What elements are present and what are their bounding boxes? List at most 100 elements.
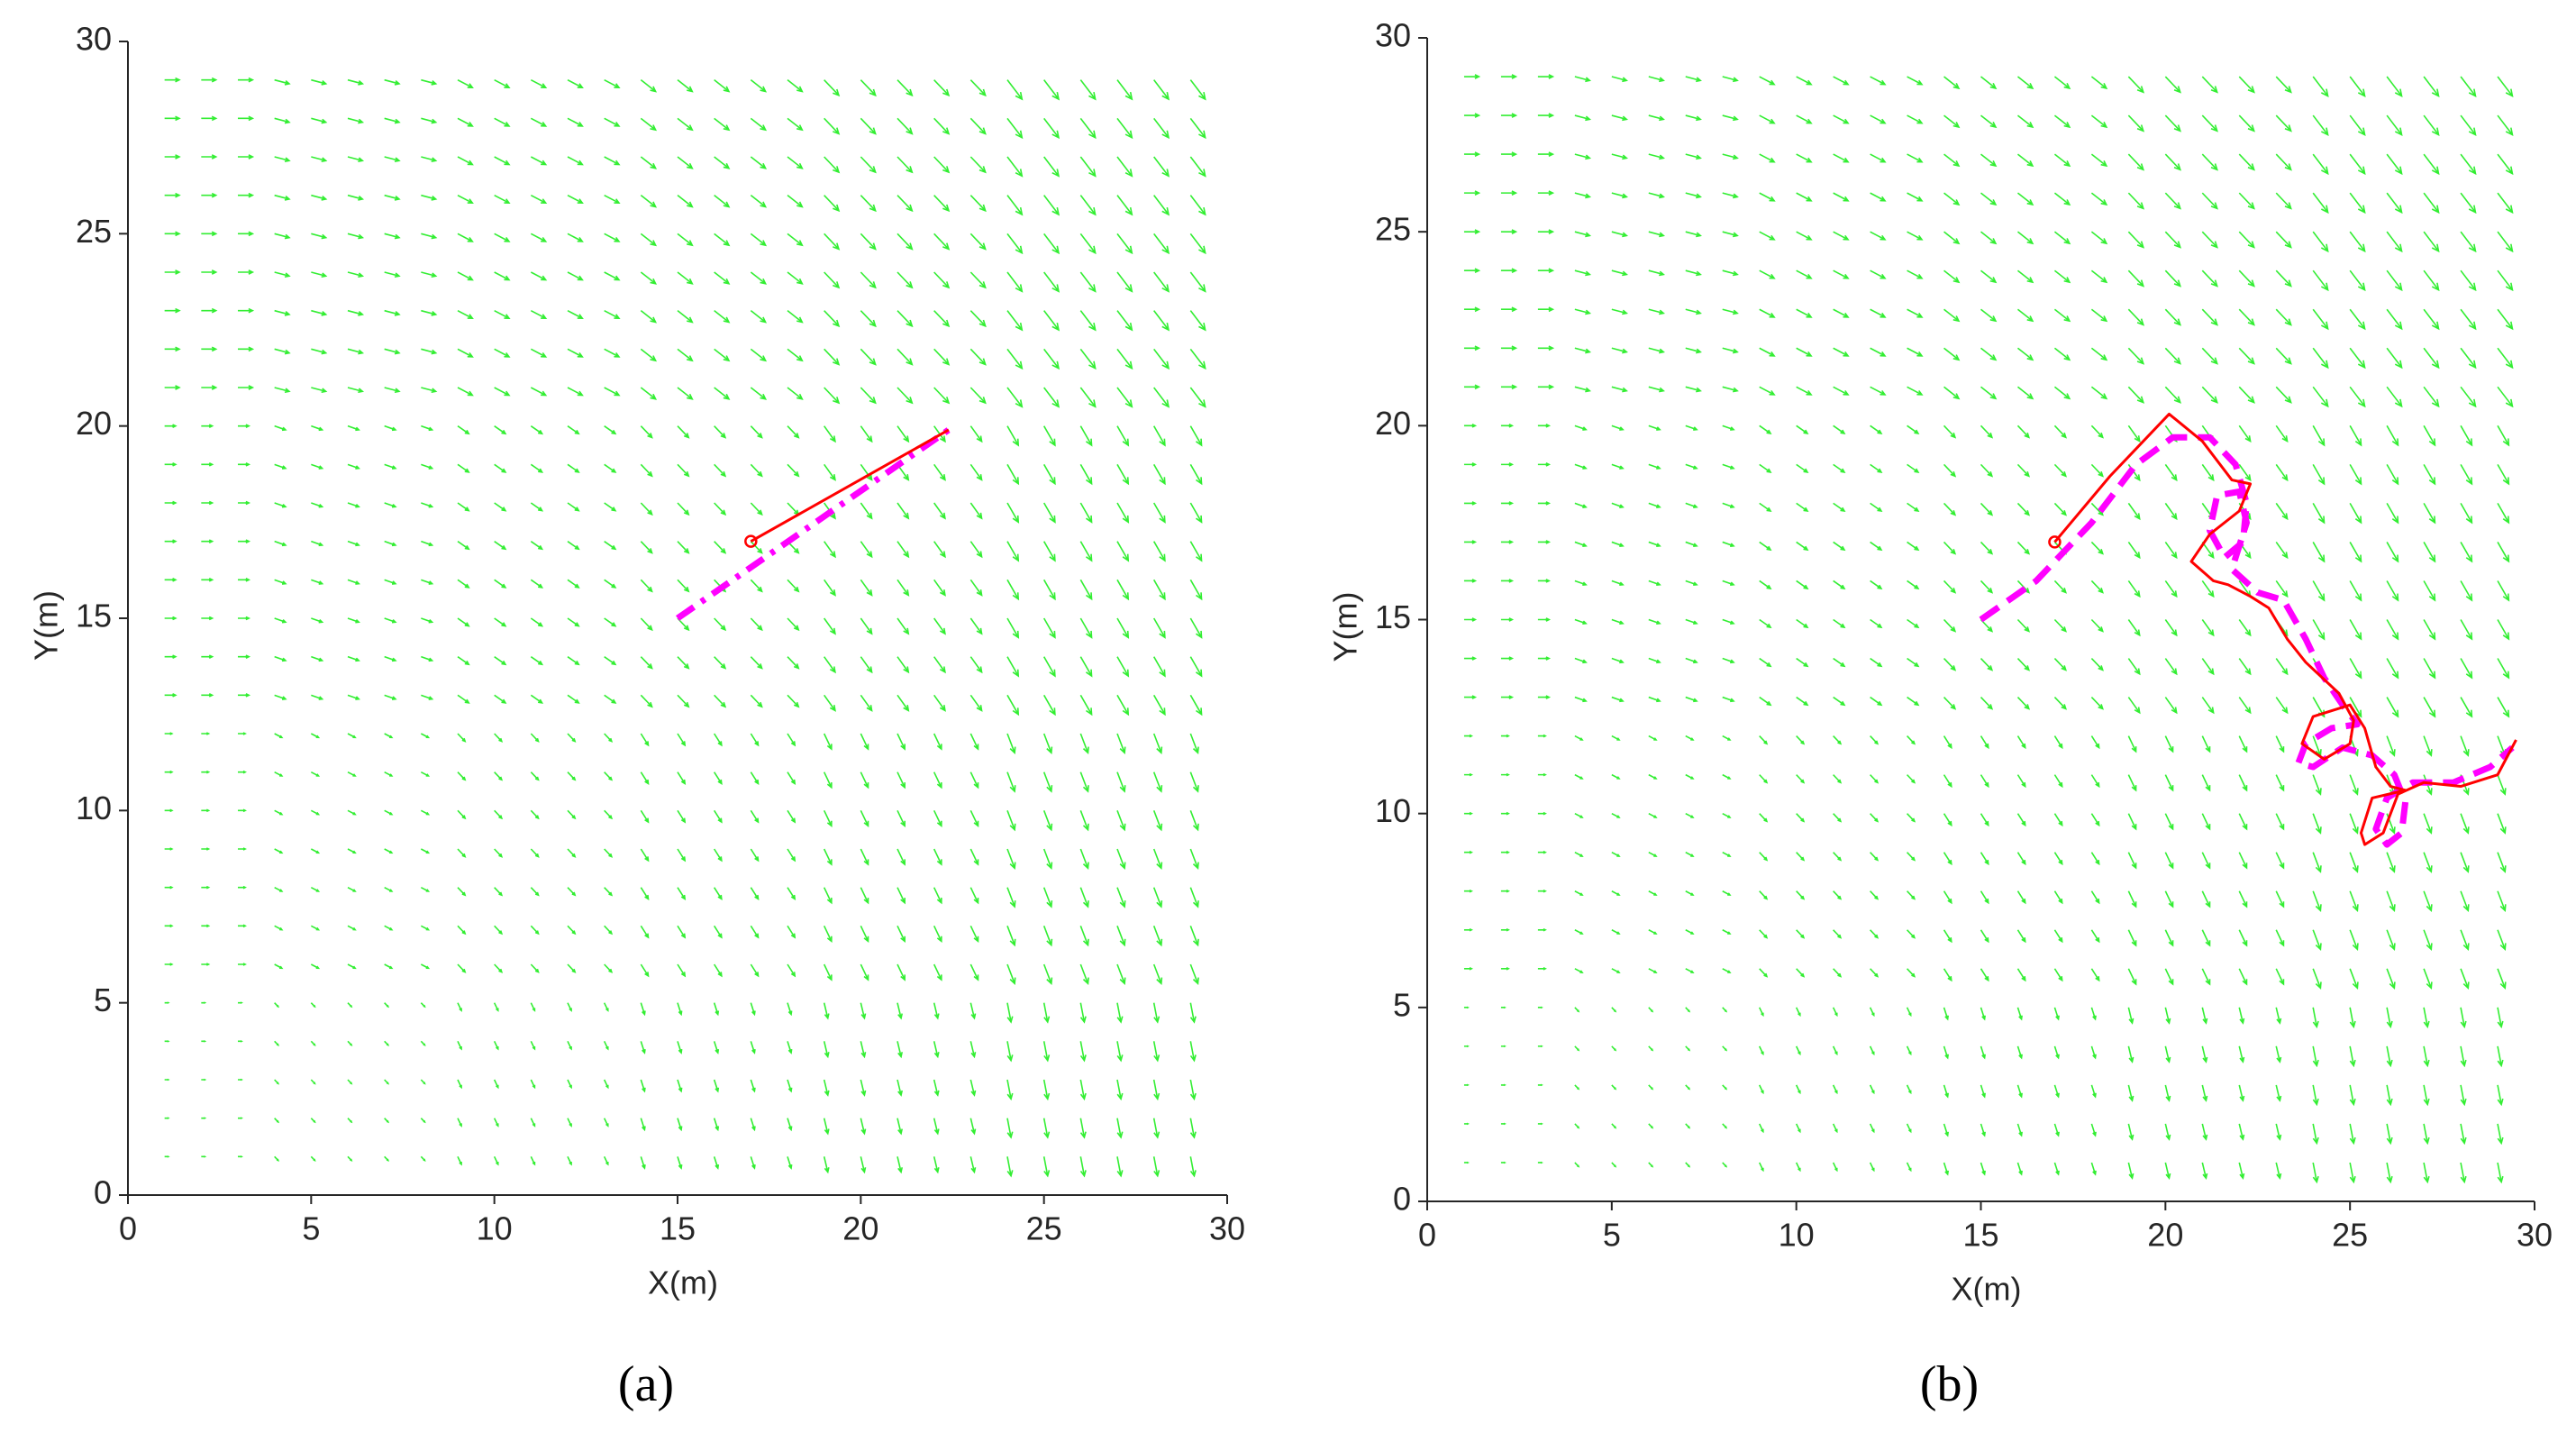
field-arrow <box>1079 117 1097 140</box>
field-arrow <box>1042 1156 1051 1178</box>
field-arrow <box>1870 541 1883 552</box>
field-arrow <box>2201 619 2215 637</box>
field-arrow <box>1042 502 1056 524</box>
field-arrow <box>897 1156 903 1174</box>
field-arrow <box>530 617 544 627</box>
field-arrow <box>1906 852 1916 862</box>
field-arrow <box>860 233 877 251</box>
field-arrow <box>2497 1123 2504 1145</box>
field-arrow <box>1833 929 1843 939</box>
field-arrow <box>311 348 328 355</box>
field-arrow <box>1463 617 1478 622</box>
field-arrow <box>2090 269 2108 284</box>
field-arrow <box>1611 657 1625 664</box>
field-arrow <box>1795 1123 1801 1134</box>
field-arrow <box>2275 76 2292 94</box>
field-arrow <box>640 387 658 400</box>
field-arrow <box>1537 1006 1543 1009</box>
field-arrow <box>457 78 474 89</box>
field-arrow <box>2275 463 2289 482</box>
field-arrow <box>2460 269 2477 292</box>
field-arrow <box>969 117 987 135</box>
field-arrow <box>2349 269 2366 292</box>
field-arrow <box>2497 658 2510 680</box>
field-arrow <box>2201 386 2218 404</box>
field-arrow <box>2053 657 2067 671</box>
field-arrow <box>567 809 577 820</box>
field-arrow <box>1463 695 1478 699</box>
field-arrow <box>347 194 365 201</box>
field-arrow <box>933 195 951 213</box>
field-arrow <box>421 655 434 662</box>
field-arrow <box>1152 733 1163 755</box>
field-arrow <box>238 732 247 735</box>
field-arrow <box>1611 1007 1617 1013</box>
field-arrow <box>2053 890 2063 905</box>
field-arrow <box>1574 463 1588 470</box>
field-arrow <box>311 424 324 432</box>
field-arrow <box>969 656 983 674</box>
field-arrow <box>1152 848 1163 871</box>
field-arrow <box>1759 192 1776 202</box>
field-arrow <box>530 887 540 897</box>
field-arrow <box>384 771 394 777</box>
field-arrow <box>823 733 833 751</box>
field-arrow <box>714 387 731 400</box>
field-arrow <box>1759 735 1769 745</box>
field-arrow <box>384 963 394 970</box>
field-arrow <box>1943 813 1952 827</box>
field-arrow <box>1463 850 1473 854</box>
field-arrow <box>2164 308 2181 326</box>
field-arrow <box>2127 502 2141 521</box>
field-arrow <box>274 1002 280 1009</box>
field-arrow <box>2312 929 2322 951</box>
field-arrow <box>1722 463 1735 470</box>
field-arrow <box>823 1156 830 1174</box>
field-arrow <box>1759 76 1776 86</box>
field-arrow <box>201 654 214 659</box>
field-arrow <box>238 616 251 621</box>
field-arrow <box>2053 1123 2060 1137</box>
field-arrow <box>2016 541 2031 555</box>
field-arrow <box>421 579 434 585</box>
field-arrow <box>2275 1007 2282 1025</box>
field-arrow <box>2386 1084 2393 1107</box>
field-arrow <box>1943 1162 1950 1176</box>
field-arrow <box>1116 348 1133 370</box>
field-arrow <box>2016 231 2034 245</box>
field-arrow <box>2201 1084 2208 1102</box>
field-arrow <box>2423 308 2440 331</box>
caption: (b) <box>1920 1356 1979 1412</box>
field-arrow <box>2460 503 2473 525</box>
field-arrow <box>1833 76 1850 86</box>
field-arrow <box>201 1001 207 1004</box>
field-arrow <box>1869 1084 1875 1095</box>
field-arrow <box>2016 657 2031 671</box>
field-arrow <box>457 656 470 666</box>
field-arrow <box>1870 114 1887 124</box>
field-arrow <box>457 425 470 435</box>
field-arrow <box>201 963 211 966</box>
field-arrow <box>384 233 401 240</box>
field-arrow <box>1943 1045 1950 1060</box>
field-arrow <box>1042 771 1053 793</box>
field-arrow <box>1116 233 1133 255</box>
field-arrow <box>1116 733 1126 755</box>
field-arrow <box>420 963 431 970</box>
field-arrow <box>2349 852 2359 873</box>
field-arrow <box>1943 502 1957 516</box>
field-arrow <box>1685 696 1698 703</box>
field-arrow <box>1833 890 1843 900</box>
field-arrow <box>2423 890 2433 912</box>
x-tick-label: 25 <box>2332 1217 2368 1254</box>
field-arrow <box>2275 774 2285 792</box>
field-arrow <box>2423 735 2433 757</box>
field-arrow <box>2016 813 2026 827</box>
field-arrow <box>2238 347 2255 365</box>
field-arrow <box>1796 502 1809 513</box>
field-arrow <box>713 925 723 939</box>
field-arrow <box>787 425 800 439</box>
field-arrow <box>2238 153 2255 171</box>
field-arrow <box>1685 76 1702 83</box>
field-arrow <box>2164 968 2174 986</box>
